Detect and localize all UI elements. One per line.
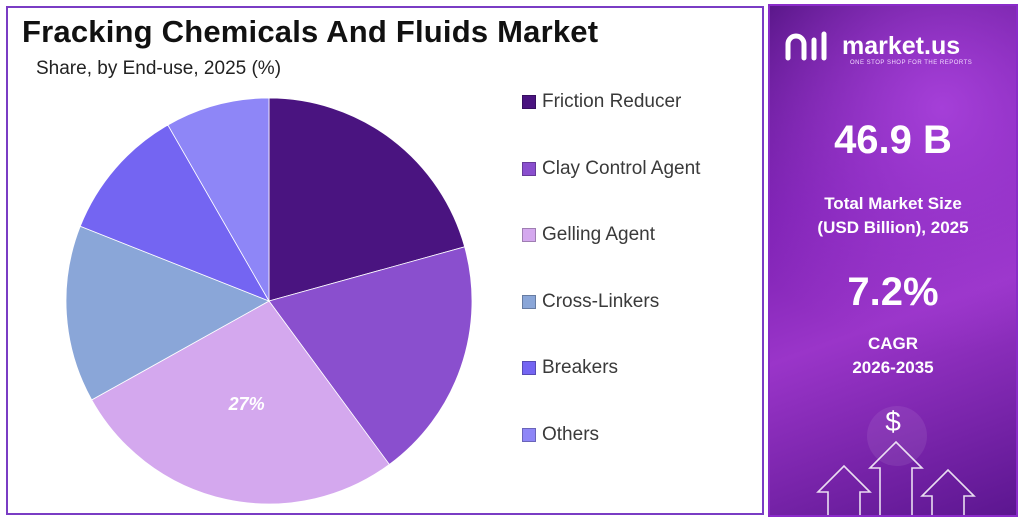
market-size-caption-line1: Total Market Size	[824, 194, 962, 213]
legend-label: Gelling Agent	[542, 224, 656, 245]
legend-label: Breakers	[542, 357, 619, 378]
legend-label: Friction Reducer	[542, 91, 682, 112]
legend-swatch	[522, 361, 536, 375]
chart-title: Fracking Chemicals And Fluids Market	[22, 14, 599, 49]
pie-slice-friction-reducer	[268, 97, 466, 302]
pie-slice-gelling-agent	[91, 300, 390, 505]
legend-item-gelling-agent: Gelling Agent	[522, 223, 655, 247]
pie-slice-others	[167, 97, 270, 303]
chart-subtitle: Share, by End-use, 2025 (%)	[36, 58, 282, 79]
summary-panel: market.us ONE STOP SHOP FOR THE REPORTS …	[768, 4, 1018, 517]
legend-label: Others	[542, 423, 600, 445]
cagr-caption-line2: 2026-2035	[852, 358, 934, 377]
legend-item-cross-linkers: Cross-Linkers	[522, 290, 659, 314]
growth-arrows-decoration	[816, 406, 976, 515]
legend-swatch	[522, 427, 536, 442]
legend-item-breakers: Breakers	[522, 356, 618, 380]
legend-item-friction-reducer: Friction Reducer	[522, 90, 681, 114]
legend-swatch	[522, 228, 536, 242]
dollar-icon: $	[885, 406, 901, 437]
legend-swatch	[522, 161, 536, 176]
brand-tagline: ONE STOP SHOP FOR THE REPORTS	[850, 60, 973, 66]
cagr-caption-line1: CAGR	[867, 334, 919, 353]
legend-label: Clay Control Agent	[542, 157, 701, 179]
pie-slice-clay-control-agent	[268, 246, 473, 466]
brand-name: market.us	[842, 31, 961, 60]
legend-swatch	[522, 95, 536, 109]
legend-item-clay-control-agent: Clay Control Agent	[522, 157, 700, 181]
brand-logo: market.us	[784, 30, 960, 62]
legend-item-others: Others	[522, 423, 599, 447]
market-us-logo-icon	[785, 31, 827, 61]
legend-label: Cross-Linkers	[542, 290, 660, 312]
market-size-value: 46.9 B	[834, 118, 952, 162]
market-size-caption-line2: (USD Billion), 2025	[817, 218, 969, 237]
pie-slice-cross-linkers	[65, 225, 270, 401]
data-label-gelling-agent: 27%	[228, 394, 265, 414]
legend-swatch	[522, 294, 536, 309]
pie-chart: 27%	[65, 97, 473, 505]
cagr-value: 7.2%	[847, 270, 939, 314]
pie-slice-breakers	[79, 124, 270, 302]
